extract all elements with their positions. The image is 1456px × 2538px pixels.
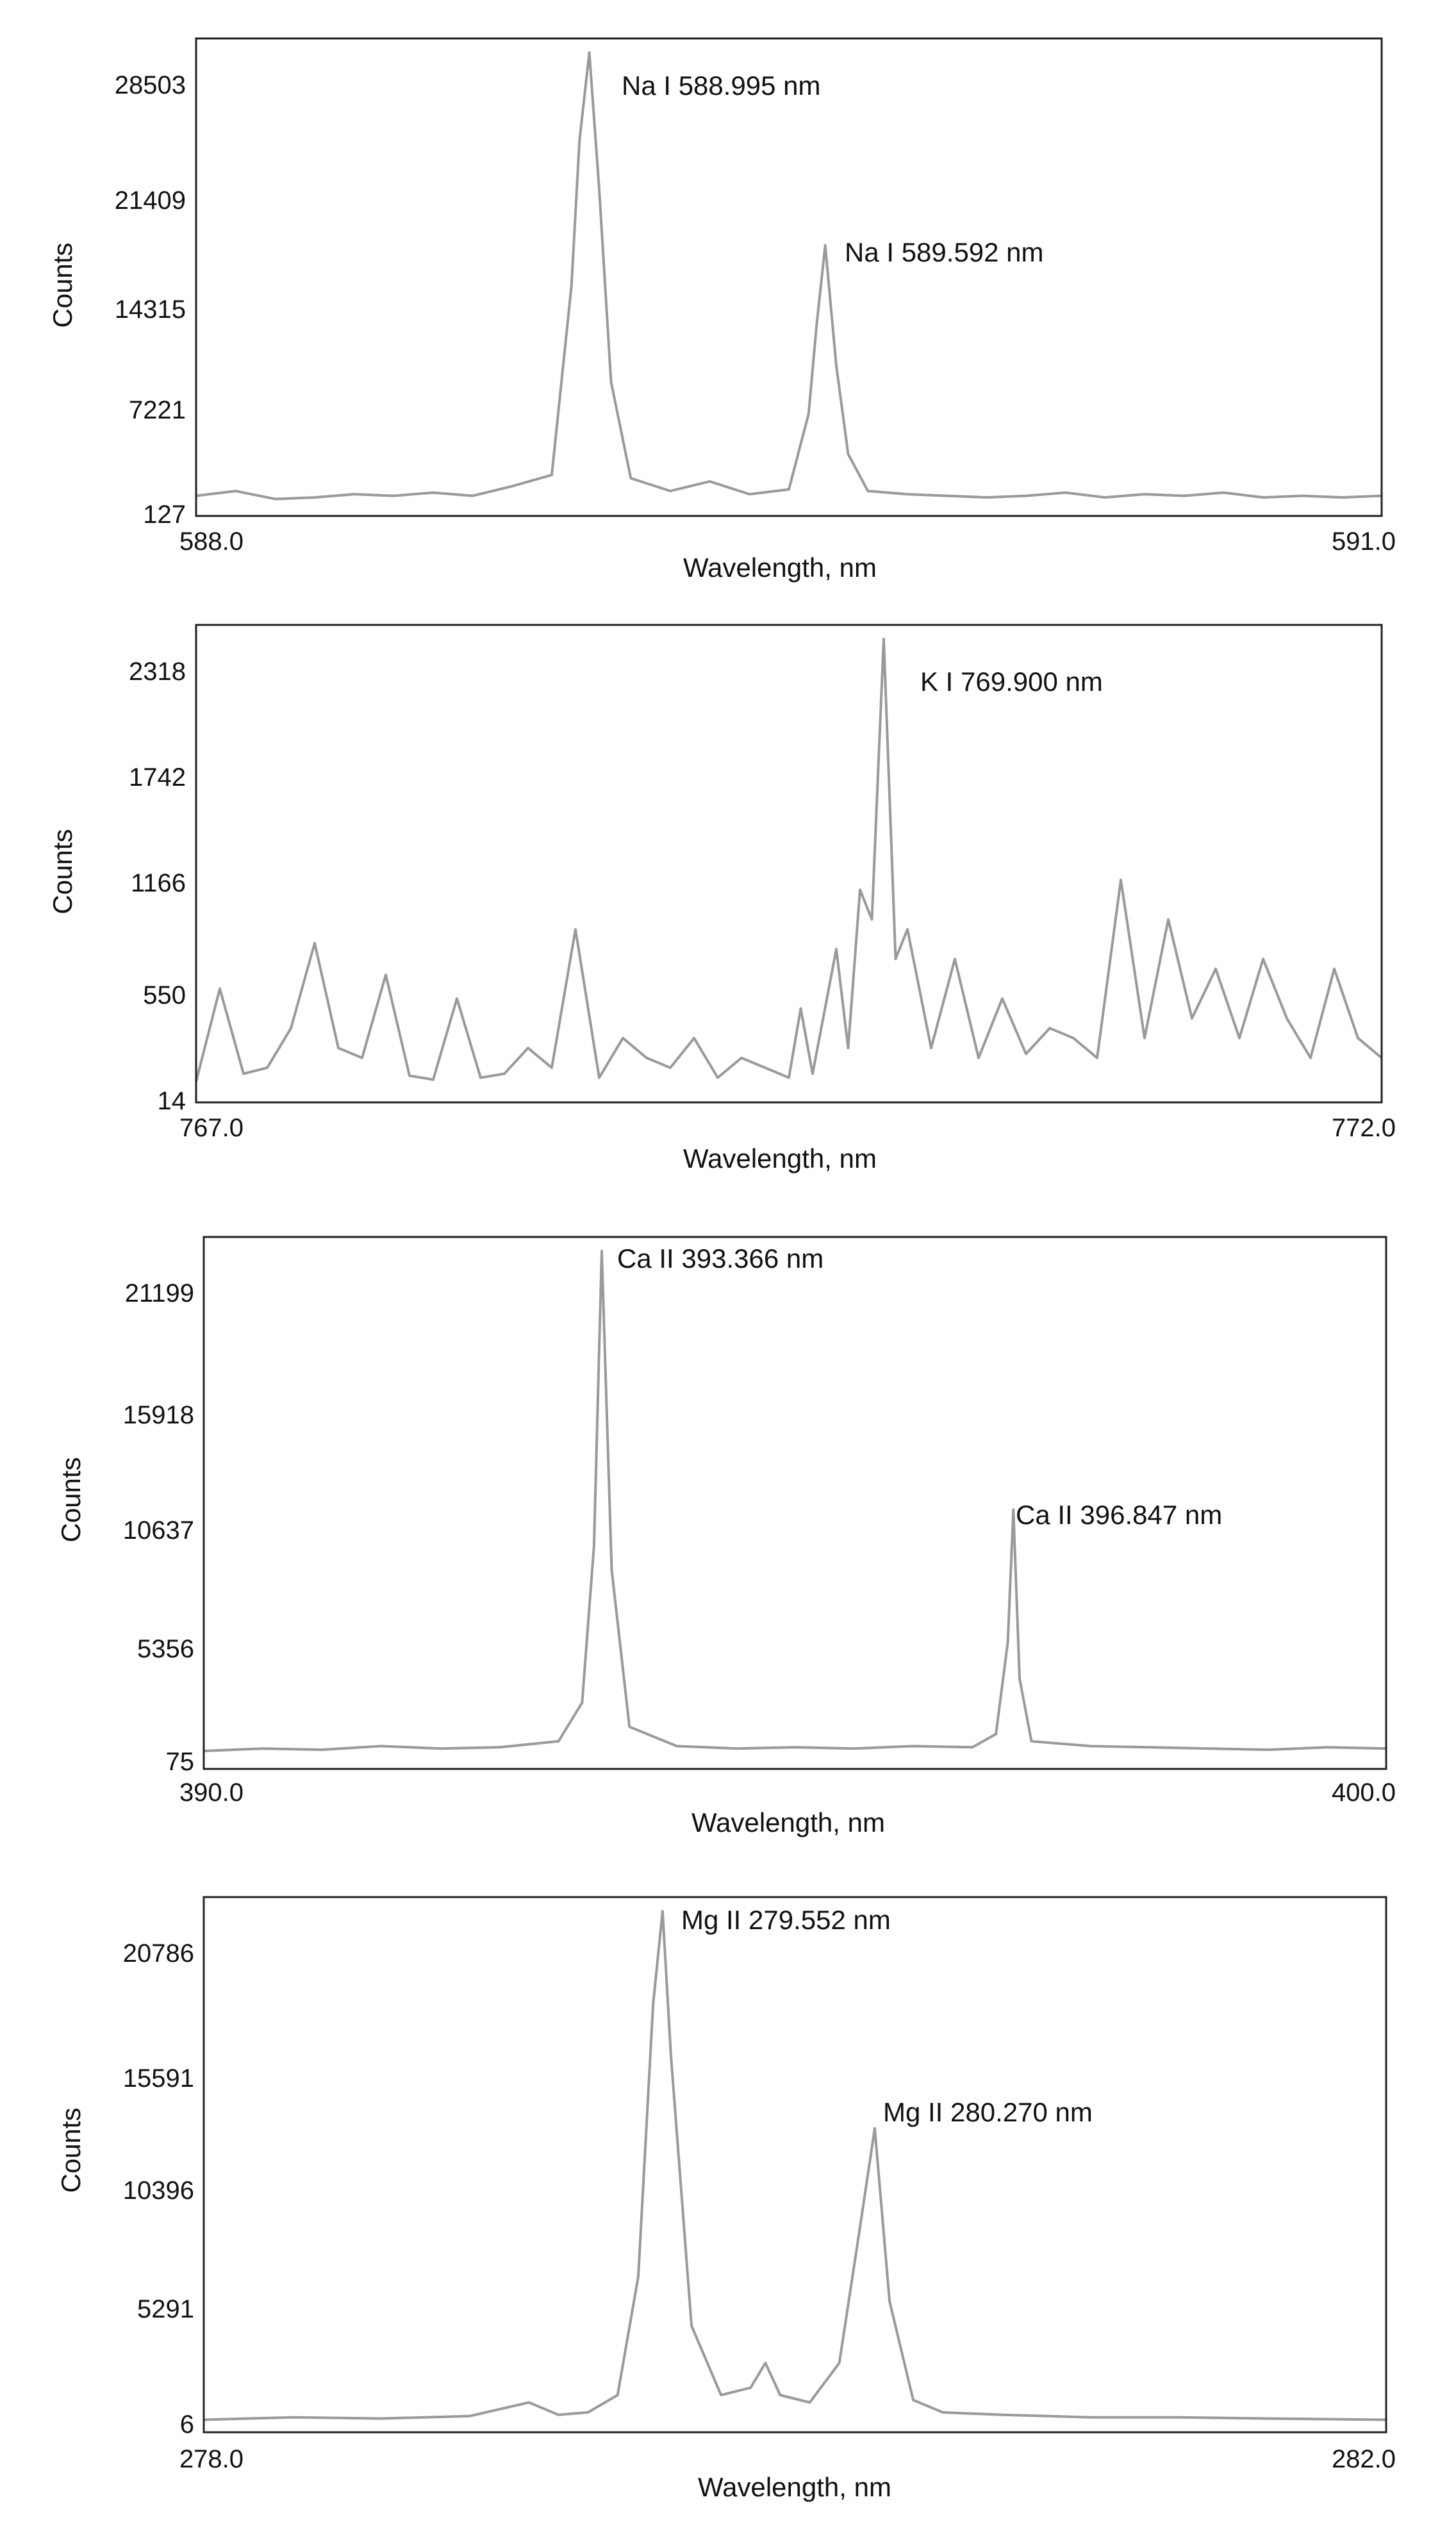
y-tick-label-mg-2: 10396	[123, 2177, 194, 2205]
x-axis-label-mg: Wavelength, nm	[698, 2472, 891, 2502]
y-tick-label-mg-0: 20786	[123, 1939, 194, 1968]
y-tick-label-k-3: 550	[143, 981, 186, 1009]
y-tick-label-ca-1: 15918	[123, 1401, 194, 1429]
y-tick-label-na-3: 7221	[129, 396, 186, 424]
y-tick-label-mg-3: 5291	[137, 2295, 194, 2323]
chart-panel-mg: 20786 15591 10396 5291 6 278.0 282.0 Wav…	[56, 1896, 1396, 2502]
plot-frame-ca	[203, 1236, 1387, 1770]
x-tick-label-mg-0: 278.0	[179, 2445, 244, 2473]
series-line-ca	[203, 1250, 1387, 1752]
x-axis-label-ca: Wavelength, nm	[691, 1807, 885, 1837]
plot-frame-k	[195, 624, 1383, 1104]
y-axis-label-k: Counts	[47, 829, 78, 914]
y-tick-label-na-4: 127	[143, 501, 186, 529]
y-tick-label-ca-0: 21199	[125, 1279, 194, 1307]
x-axis-label-na: Wavelength, nm	[683, 552, 877, 583]
spectrum-line-k-0	[195, 638, 1383, 1082]
series-line-mg	[203, 1910, 1387, 2421]
series-line-na	[195, 51, 1382, 501]
x-tick-label-na-0: 588.0	[179, 527, 244, 556]
y-tick-label-na-1: 21409	[115, 187, 186, 215]
y-tick-label-mg-1: 15591	[123, 2064, 194, 2093]
chart-panel-ca: 21199 15918 10637 5356 75 390.0 400.0 Wa…	[56, 1236, 1396, 1837]
y-tick-label-k-0: 2318	[129, 658, 186, 686]
peak-annotation-k-1: K I 769.900 nm	[920, 667, 1103, 697]
y-tick-label-na-2: 14315	[115, 295, 186, 324]
peak-annotation-na-2: Na I 589.592 nm	[845, 237, 1044, 267]
chart-panel-k: 2318 1742 1166 550 14 767.0 772.0 Wavele…	[47, 624, 1396, 1174]
peak-annotation-mg-2: Mg II 280.270 nm	[883, 2097, 1093, 2127]
spectrum-line-na-0	[195, 51, 1382, 501]
peak-annotation-na-1: Na I 588.995 nm	[622, 70, 821, 101]
y-tick-label-k-1: 1742	[129, 763, 186, 792]
x-tick-label-ca-1: 400.0	[1332, 1779, 1396, 1807]
x-tick-label-k-1: 772.0	[1332, 1114, 1396, 1142]
spectrum-line-mg-0	[203, 1910, 1387, 2421]
peak-annotation-ca-2: Ca II 396.847 nm	[1016, 1500, 1222, 1530]
plot-frame-na	[195, 37, 1383, 517]
y-axis-label-ca: Counts	[56, 1457, 86, 1542]
series-line-k	[195, 638, 1383, 1082]
peak-annotation-mg-1: Mg II 279.552 nm	[681, 1905, 891, 1935]
chart-panel-na: 28503 21409 14315 7221 127 588.0 591.0 W…	[47, 37, 1396, 583]
x-tick-label-ca-0: 390.0	[179, 1779, 244, 1807]
x-tick-label-k-0: 767.0	[179, 1114, 244, 1142]
y-tick-label-ca-4: 75	[166, 1748, 195, 1776]
y-tick-label-mg-4: 6	[180, 2410, 194, 2439]
x-axis-label-k: Wavelength, nm	[683, 1143, 877, 1174]
y-tick-label-na-0: 28503	[115, 71, 186, 99]
y-tick-label-ca-3: 5356	[137, 1635, 194, 1663]
y-axis-label-na: Counts	[47, 242, 78, 328]
x-tick-label-mg-1: 282.0	[1332, 2445, 1396, 2473]
peak-annotation-ca-1: Ca II 393.366 nm	[617, 1243, 823, 1273]
y-tick-label-k-2: 1166	[131, 869, 186, 897]
spectrum-line-ca-0	[203, 1250, 1387, 1752]
y-tick-label-k-4: 14	[158, 1087, 186, 1115]
y-axis-label-mg: Counts	[56, 2107, 86, 2193]
y-tick-label-ca-2: 10637	[123, 1516, 194, 1545]
x-tick-label-na-1: 591.0	[1332, 527, 1396, 556]
plot-frame-mg	[203, 1896, 1387, 2434]
